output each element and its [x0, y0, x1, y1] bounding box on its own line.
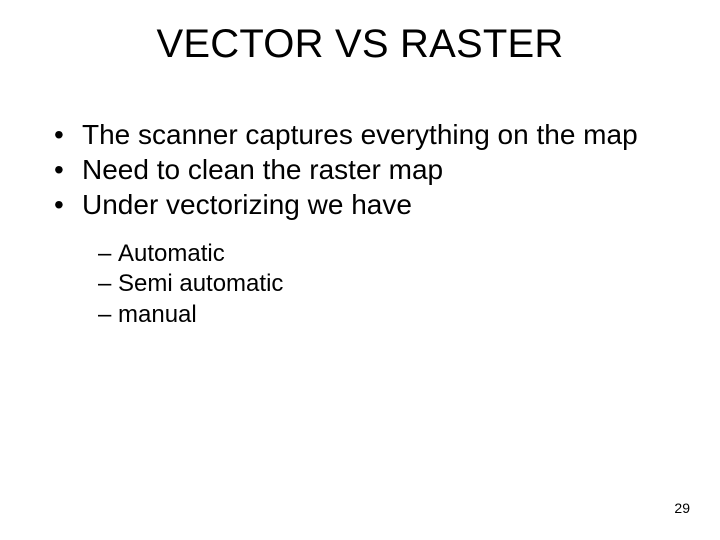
bullet-item: • Under vectorizing we have: [54, 188, 666, 221]
sub-bullet-text: Automatic: [118, 240, 225, 267]
slide: VECTOR VS RASTER • The scanner captures …: [0, 0, 720, 540]
slide-body: • The scanner captures everything on the…: [54, 118, 666, 330]
bullet-text: Under vectorizing we have: [82, 189, 412, 220]
bullet-item: • Need to clean the raster map: [54, 153, 666, 186]
bullet-item: • The scanner captures everything on the…: [54, 118, 666, 151]
slide-title: VECTOR VS RASTER: [0, 22, 720, 67]
sub-bullet-item: – manual: [54, 300, 666, 329]
sub-bullet-group: – Automatic – Semi automatic – manual: [54, 239, 666, 329]
bullet-text: Need to clean the raster map: [82, 154, 443, 185]
sub-bullet-text: Semi automatic: [118, 270, 283, 297]
dash-icon: –: [98, 300, 111, 329]
bullet-icon: •: [54, 188, 64, 221]
dash-icon: –: [98, 269, 111, 298]
page-number: 29: [674, 500, 690, 516]
bullet-icon: •: [54, 153, 64, 186]
dash-icon: –: [98, 239, 111, 268]
bullet-icon: •: [54, 118, 64, 151]
sub-bullet-text: manual: [118, 301, 197, 328]
bullet-text: The scanner captures everything on the m…: [82, 119, 638, 150]
sub-bullet-item: – Semi automatic: [54, 269, 666, 298]
sub-bullet-item: – Automatic: [54, 239, 666, 268]
